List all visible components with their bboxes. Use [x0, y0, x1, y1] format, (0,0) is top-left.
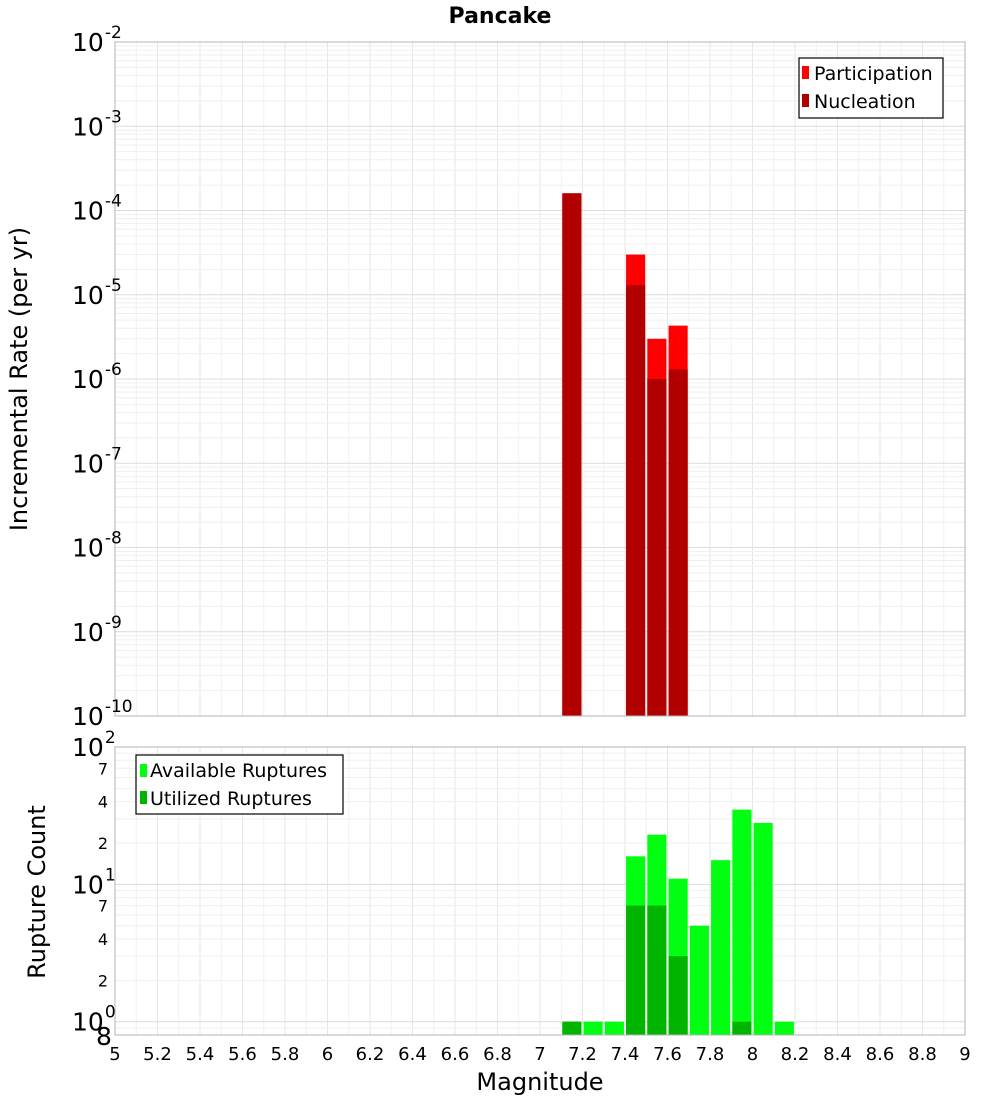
rate-y-tick--2: 10-2: [72, 23, 122, 57]
count-legend: Available Ruptures Utilized Ruptures: [135, 754, 344, 815]
legend-swatch-available: [140, 764, 147, 777]
rate-legend: Participation Nucleation: [798, 57, 944, 119]
count-bar-utilized-ruptures-m7.55: [647, 905, 667, 1035]
count-bar-utilized-ruptures-m7.45: [626, 905, 646, 1035]
rate-legend-box: [798, 57, 944, 119]
rate-plot-border: [114, 41, 966, 717]
chart-title: Pancake: [449, 4, 552, 29]
x-tick-5: 5: [109, 1044, 120, 1065]
legend-label-nucleation: Nucleation: [814, 91, 916, 113]
count-bar-available-ruptures-m7.95: [732, 809, 752, 1035]
x-tick-9: 9: [959, 1044, 970, 1065]
x-tick-8.4: 8.4: [823, 1044, 852, 1065]
x-tick-8.8: 8.8: [908, 1044, 937, 1065]
x-tick-6: 6: [322, 1044, 333, 1065]
x-tick-7.2: 7.2: [568, 1044, 597, 1065]
rate-y-tick--6: 10-6: [72, 360, 122, 394]
count-x-ticks: 5 5.2 5.4 5.6 5.8 6 6.2 6.4 6.6 6.8 7 7.2 7.4 7.6 7.8 8…: [109, 1044, 970, 1065]
x-tick-7.8: 7.8: [696, 1044, 725, 1065]
count-legend-box: [135, 754, 344, 815]
count-bar-available-ruptures-m7.25: [583, 1021, 603, 1035]
x-tick-5.6: 5.6: [228, 1044, 257, 1065]
rate-y-tick--10: 10-10: [72, 697, 133, 731]
count-bar-available-ruptures-m8.15: [774, 1021, 794, 1035]
count-bar-available-ruptures-m7.35: [604, 1021, 624, 1035]
count-y-axis-title: Rupture Count: [23, 805, 51, 979]
x-tick-5.2: 5.2: [143, 1044, 172, 1065]
rate-y-axis-title: Incremental Rate (per yr): [5, 227, 33, 531]
count-y-tick-min: 8: [96, 1022, 112, 1051]
x-tick-6.6: 6.6: [441, 1044, 470, 1065]
rate-gridlines: [114, 42, 966, 717]
x-tick-5.8: 5.8: [271, 1044, 300, 1065]
rate-bar-nucleation-m7.15: [562, 193, 582, 717]
count-bar-utilized-ruptures-m7.65: [668, 956, 688, 1035]
count-plot-border: [114, 746, 966, 1036]
rate-y-ticks: 10-10 10-9 10-8 10-7 10-6 10-5 10-4 10-3 10-2: [72, 23, 133, 731]
count-y-tick-minor-6: 2: [98, 834, 108, 853]
rate-bar-nucleation-m7.65: [668, 369, 688, 716]
legend-label-utilized: Utilized Ruptures: [150, 788, 312, 810]
rate-y-tick--3: 10-3: [72, 107, 122, 141]
rate-y-tick--8: 10-8: [72, 529, 122, 563]
count-bar-available-ruptures-m8.05: [753, 822, 773, 1035]
rate-bar-nucleation-m7.55: [647, 379, 667, 716]
count-bars: [562, 809, 794, 1035]
x-tick-7.4: 7.4: [611, 1044, 640, 1065]
legend-swatch-nucleation: [802, 94, 809, 107]
legend-label-participation: Participation: [814, 63, 933, 85]
count-y-tick-minor-8: 7: [98, 759, 108, 778]
legend-swatch-utilized: [140, 791, 147, 804]
count-bar-utilized-ruptures-m7.15: [562, 1021, 582, 1035]
x-tick-6.4: 6.4: [398, 1044, 427, 1065]
x-axis-title: Magnitude: [476, 1068, 603, 1096]
legend-swatch-participation: [802, 66, 809, 79]
count-bar-available-ruptures-m7.75: [689, 925, 709, 1035]
rate-panel: 10-10 10-9 10-8 10-7 10-6 10-5 10-4 10-3 10-2 Pa…: [5, 4, 966, 731]
rate-y-tick--4: 10-4: [72, 192, 122, 226]
count-bar-available-ruptures-m7.85: [711, 860, 731, 1035]
legend-label-available: Available Ruptures: [150, 760, 327, 782]
rate-y-tick--7: 10-7: [72, 444, 122, 478]
x-tick-8.2: 8.2: [781, 1044, 810, 1065]
count-y-tick-major-1: 101: [72, 865, 116, 899]
rate-bars: [562, 193, 688, 717]
x-tick-8.6: 8.6: [866, 1044, 895, 1065]
rate-bar-nucleation-m7.45: [626, 285, 646, 716]
count-y-tick-minor-3: 4: [98, 930, 108, 949]
rate-y-tick--5: 10-5: [72, 276, 122, 310]
count-y-tick-minor-7: 4: [98, 793, 108, 812]
count-y-tick-major-2: 102: [72, 728, 116, 762]
x-tick-6.2: 6.2: [356, 1044, 385, 1065]
x-tick-7: 7: [534, 1044, 545, 1065]
rate-y-tick--9: 10-9: [72, 613, 122, 647]
x-tick-8: 8: [747, 1044, 758, 1065]
count-bar-utilized-ruptures-m7.95: [732, 1021, 752, 1035]
x-tick-6.8: 6.8: [483, 1044, 512, 1065]
x-tick-7.6: 7.6: [653, 1044, 682, 1065]
count-y-tick-minor-2: 2: [98, 971, 108, 990]
count-y-tick-minor-4: 7: [98, 897, 108, 916]
x-tick-5.4: 5.4: [186, 1044, 215, 1065]
count-y-tick-major-0: 100: [72, 1003, 116, 1037]
